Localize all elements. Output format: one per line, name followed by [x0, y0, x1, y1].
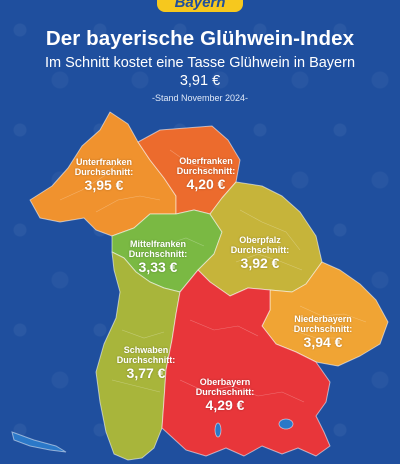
label-oberpfalz: Oberpfalz Durchschnitt: 3,92 €: [220, 235, 300, 272]
label-oberfranken-name: Oberfranken: [179, 156, 233, 166]
date-note: -Stand November 2024-: [151, 93, 249, 103]
page-subtitle: Im Schnitt kostet eine Tasse Glühwein in…: [44, 55, 356, 89]
label-oberpfalz-text: Durchschnitt:: [230, 245, 290, 255]
label-niederbayern-name: Niederbayern: [294, 314, 352, 324]
label-mittelfranken-text: Durchschnitt:: [128, 249, 188, 259]
label-schwaben-price: 3,77 €: [126, 365, 166, 381]
label-schwaben: Schwaben Durchschnitt: 3,77 €: [106, 345, 186, 382]
label-unterfranken-price: 3,95 €: [84, 177, 124, 193]
label-oberbayern: Oberbayern Durchschnitt: 4,29 €: [185, 377, 265, 414]
label-mittelfranken: Mittelfranken Durchschnitt: 3,33 €: [118, 239, 198, 276]
lake-bodensee: [11, 431, 67, 453]
label-niederbayern-price: 3,94 €: [303, 334, 343, 350]
label-oberpfalz-name: Oberpfalz: [239, 235, 281, 245]
bayern-logo: Bayern: [157, 0, 243, 12]
label-unterfranken-text: Durchschnitt:: [74, 167, 134, 177]
label-niederbayern-text: Durchschnitt:: [293, 324, 353, 334]
label-oberfranken: Oberfranken Durchschnitt: 4,20 €: [166, 156, 246, 193]
label-unterfranken-name: Unterfranken: [75, 157, 132, 167]
label-oberfranken-text: Durchschnitt:: [176, 166, 236, 176]
label-oberbayern-price: 4,29 €: [205, 397, 245, 413]
label-mittelfranken-price: 3,33 €: [138, 259, 178, 275]
page-title: Der bayerische Glühwein-Index: [45, 27, 355, 50]
label-oberbayern-text: Durchschnitt:: [195, 387, 255, 397]
label-unterfranken: Unterfranken Durchschnitt: 3,95 €: [64, 157, 144, 194]
district-borders: [59, 149, 367, 403]
region-schwaben: [95, 251, 181, 461]
label-oberbayern-name: Oberbayern: [199, 377, 251, 387]
region-oberbayern: [161, 269, 331, 457]
label-schwaben-name: Schwaben: [123, 345, 169, 355]
label-oberpfalz-price: 3,92 €: [240, 255, 280, 271]
label-oberfranken-price: 4,20 €: [186, 176, 226, 192]
label-niederbayern: Niederbayern Durchschnitt: 3,94 €: [283, 314, 363, 351]
label-mittelfranken-name: Mittelfranken: [129, 239, 186, 249]
lake-starnberg: [214, 422, 222, 438]
lake-chiemsee: [278, 418, 294, 430]
label-schwaben-text: Durchschnitt:: [116, 355, 176, 365]
